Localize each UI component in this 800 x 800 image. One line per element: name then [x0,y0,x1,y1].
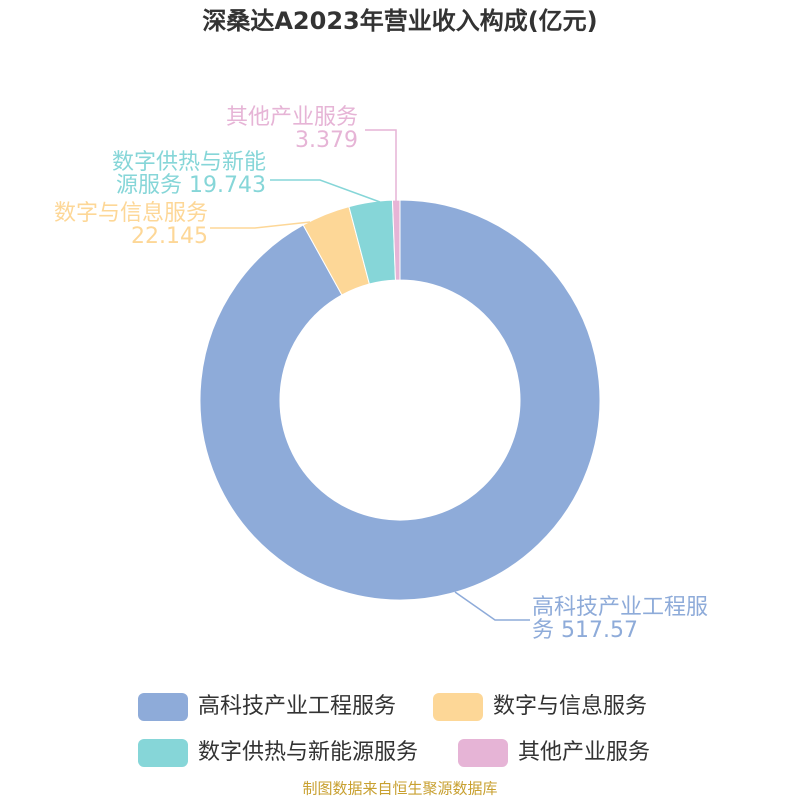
slice-label: 数字与信息服务 22.145 [38,202,208,248]
leader-line [210,221,311,229]
slice-label: 数字供热与新能源服务 19.743 [96,151,266,197]
slice-label-value: 517.57 [561,618,638,643]
legend-swatch [433,693,483,721]
legend-label: 数字与信息服务 [493,694,647,719]
slice-label-name: 数字供热与新能源服务 [111,150,266,198]
slice-label-name: 高科技产业工程服务 [532,595,709,643]
slice-label-value: 3.379 [295,128,358,153]
chart-title: 深桑达A2023年营业收入构成(亿元) [202,7,597,35]
legend-label: 其他产业服务 [518,740,650,765]
slice-label-value: 22.145 [131,224,208,249]
slice-label-name: 其他产业服务 [225,105,358,130]
leader-line [365,129,397,202]
slice-label-name: 数字与信息服务 [53,201,208,226]
source-note: 制图数据来自恒生聚源数据库 [302,780,497,798]
leader-line [270,179,381,203]
legend-swatch [138,693,188,721]
legend-swatch [138,739,188,767]
legend-label: 数字供热与新能源服务 [198,740,418,765]
slice-label: 其他产业服务 3.379 [208,106,358,152]
slice-label-value: 19.743 [189,173,266,198]
legend-label: 高科技产业工程服务 [198,694,396,719]
pie-slice [199,199,601,601]
pie-slice [391,199,401,281]
legend-swatch [458,739,508,767]
slice-label: 高科技产业工程服务 517.57 [532,596,710,642]
leader-line [454,591,530,621]
